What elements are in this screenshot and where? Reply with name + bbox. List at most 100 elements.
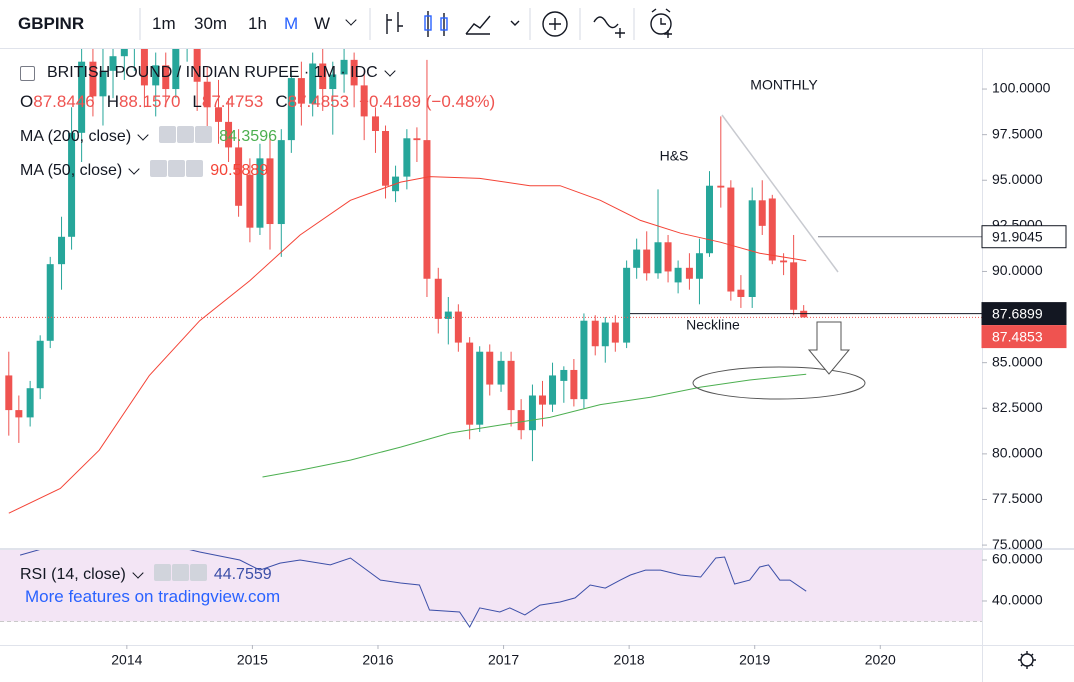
price-label-box xyxy=(981,225,1067,249)
candle-body xyxy=(287,78,295,141)
study-remove[interactable] xyxy=(195,126,213,143)
axes: 75.000077.500080.000082.500085.000087.50… xyxy=(111,80,1067,668)
candle-body xyxy=(162,65,170,90)
study-chevron[interactable] xyxy=(128,163,140,175)
moving-average xyxy=(262,373,807,478)
candle-body xyxy=(454,311,462,343)
x-tick-label: 2015 xyxy=(237,652,268,668)
price-label: 87.4853 xyxy=(992,328,1043,344)
symbol[interactable]: GBPINR xyxy=(18,14,85,33)
study-name: MA (50, close) xyxy=(20,162,123,179)
candle-body xyxy=(695,253,703,279)
x-tick-label: 2018 xyxy=(614,652,645,668)
study-eye[interactable] xyxy=(150,160,168,177)
rsi-settings[interactable] xyxy=(171,564,189,581)
collapse-icon[interactable] xyxy=(20,65,35,81)
y-tick-label: 77.5000 xyxy=(992,490,1043,506)
candle-body xyxy=(654,242,662,274)
candle-body xyxy=(580,320,588,400)
candle-body xyxy=(193,49,201,82)
drawings xyxy=(692,114,866,400)
annotation: MONTHLY xyxy=(750,77,818,93)
candle-body xyxy=(611,322,619,343)
rsi-tick-label: 60.0000 xyxy=(992,551,1043,567)
alert-icon[interactable] xyxy=(650,13,672,35)
study-name: MA (200, close) xyxy=(20,128,132,145)
candle-body xyxy=(225,121,233,148)
candle-body xyxy=(727,187,735,292)
price-label-box xyxy=(981,302,1067,326)
rsi-chevron[interactable] xyxy=(132,567,144,579)
price-label: 87.6899 xyxy=(992,305,1043,321)
candle-body xyxy=(674,267,682,283)
alert-icon-detail xyxy=(651,8,672,38)
legend-rsi-row: RSI (14, close) 44.7559 xyxy=(20,564,272,586)
interval-active[interactable]: M xyxy=(284,14,299,33)
indicators-icon[interactable] xyxy=(593,16,625,38)
candle-body xyxy=(58,236,66,265)
y-tick-label: 82.5000 xyxy=(992,399,1043,415)
ohlc-change: −0.4189 (−0.48%) xyxy=(359,92,496,111)
y-tick-label: 97.5000 xyxy=(992,125,1043,141)
candle-body xyxy=(329,74,337,90)
candle-body xyxy=(549,375,557,405)
candle-body xyxy=(768,198,776,261)
interval[interactable]: W xyxy=(314,14,331,33)
interval[interactable]: 1m xyxy=(152,14,176,33)
candle-body xyxy=(623,267,631,343)
ohlc-letter: C xyxy=(275,92,288,111)
compare-icon[interactable] xyxy=(542,11,568,37)
candle-body xyxy=(120,49,128,57)
study-settings[interactable] xyxy=(168,160,186,177)
moving-average xyxy=(8,176,807,514)
candle-body xyxy=(664,242,672,272)
y-tick-label: 95.0000 xyxy=(992,171,1043,187)
candle-body xyxy=(476,351,484,425)
study-remove[interactable] xyxy=(186,160,204,177)
candle-body xyxy=(570,369,578,400)
ohlc-value: 87.8446 xyxy=(33,92,95,111)
chart-type-chevron[interactable] xyxy=(510,20,520,26)
candle-body xyxy=(413,138,421,141)
candle-body xyxy=(152,65,160,86)
ohlc-value: 87.4853 xyxy=(287,92,350,111)
ohlc-letter: O xyxy=(20,92,34,111)
bars-icon[interactable] xyxy=(386,12,403,34)
study-chevron[interactable] xyxy=(137,129,149,141)
candle-body xyxy=(46,264,54,341)
interval[interactable]: 30m xyxy=(194,14,228,33)
candle-body xyxy=(423,140,431,279)
target-ellipse xyxy=(692,366,866,400)
study-settings[interactable] xyxy=(177,126,195,143)
candle-body xyxy=(371,116,379,131)
toolbar-icons xyxy=(139,8,1036,669)
candle-body xyxy=(235,147,243,206)
annotation: H&S xyxy=(660,148,689,164)
candle-body xyxy=(444,311,452,319)
candle-body xyxy=(26,388,34,418)
rsi-eye[interactable] xyxy=(153,564,171,581)
candle-body xyxy=(140,49,148,86)
y-tick-label: 90.0000 xyxy=(992,262,1043,278)
ohlc-letter: L xyxy=(192,92,202,111)
rsi-line xyxy=(19,550,807,628)
candle-body xyxy=(758,200,766,226)
legend-ohlc-row: O 87.8446 H 88.1570 L 87.4753 C 87.4853 −0.4… xyxy=(20,92,495,112)
candle-body xyxy=(99,70,107,97)
study-eye[interactable] xyxy=(159,126,177,143)
area-icon[interactable] xyxy=(465,15,491,35)
legend-chevron[interactable] xyxy=(384,65,396,77)
candle-body xyxy=(109,56,117,71)
price-label: 91.9045 xyxy=(992,228,1043,244)
y-tick-label: 75.0000 xyxy=(992,536,1043,552)
x-tick-label: 2019 xyxy=(739,652,770,668)
candle-body xyxy=(560,369,568,381)
rsi-remove[interactable] xyxy=(189,564,207,581)
ohlc-letter: H xyxy=(106,92,119,111)
interval[interactable]: 1h xyxy=(248,14,267,33)
price-label-box xyxy=(981,325,1067,349)
candle-body xyxy=(737,289,745,297)
legend-title: BRITISH POUND / INDIAN RUPEE · 1M · IDC xyxy=(47,64,378,81)
candle-body xyxy=(131,31,138,44)
watermark-link[interactable]: More features on tradingview.com xyxy=(25,587,281,606)
